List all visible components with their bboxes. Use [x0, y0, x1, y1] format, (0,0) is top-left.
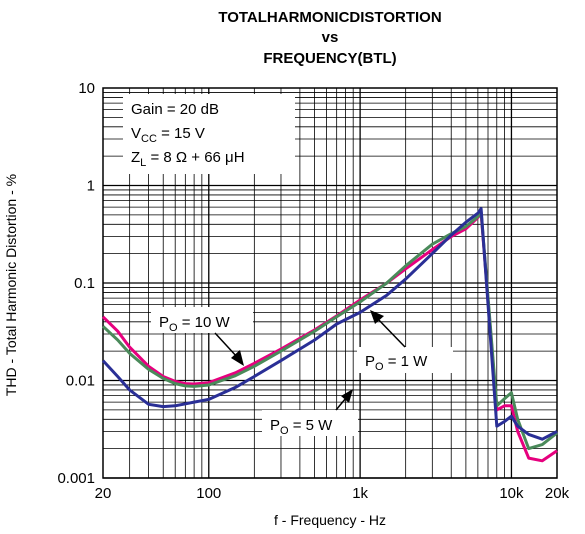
y-tick-label: 0.001	[57, 470, 95, 487]
x-axis-label: f - Frequency - Hz	[274, 512, 386, 528]
conditions-box	[123, 94, 295, 174]
y-tick-label: 0.1	[74, 275, 95, 292]
label-po-10w: PO = 10 W	[151, 307, 253, 366]
label-po-5w: PO = 5 W	[262, 389, 358, 437]
x-tick-label: 20	[95, 485, 112, 502]
zl-condition: ZL = 8 Ω + 66 μH	[131, 149, 245, 169]
plot-frame	[102, 87, 558, 479]
y-tick-label: 0.01	[66, 373, 95, 390]
vcc-condition: VCC = 15 V	[131, 125, 205, 145]
series-line-0	[101, 211, 558, 463]
x-tick-label: 20k	[545, 485, 570, 502]
series-lines	[101, 207, 558, 463]
tick-labels: 20 100 1k 10k 20k 0.001 0.01 0.1 1 10	[57, 80, 569, 502]
x-tick-label: 1k	[352, 485, 368, 502]
y-tick-label: 10	[78, 80, 95, 97]
series-line-1	[101, 210, 558, 451]
x-tick-label: 10k	[499, 485, 524, 502]
svg-text:PO = 5 W: PO = 5 W	[270, 417, 333, 437]
x-tick-label: 100	[196, 485, 221, 502]
chart-title-line-1: TOTALHARMONICDISTORTION	[218, 9, 441, 26]
svg-text:PO = 1 W: PO = 1 W	[365, 353, 428, 373]
chart-title-line-3: FREQUENCY(BTL)	[263, 50, 396, 67]
chart-title-line-2: vs	[322, 29, 339, 46]
series-line-2	[101, 207, 558, 441]
y-tick-label: 1	[87, 178, 95, 195]
gain-condition: Gain = 20 dB	[131, 101, 219, 118]
svg-text:PO = 10 W: PO = 10 W	[159, 314, 231, 334]
y-axis-label: THD - Total Harmonic Distortion - %	[3, 174, 19, 396]
label-po-1w: PO = 1 W	[357, 310, 453, 373]
